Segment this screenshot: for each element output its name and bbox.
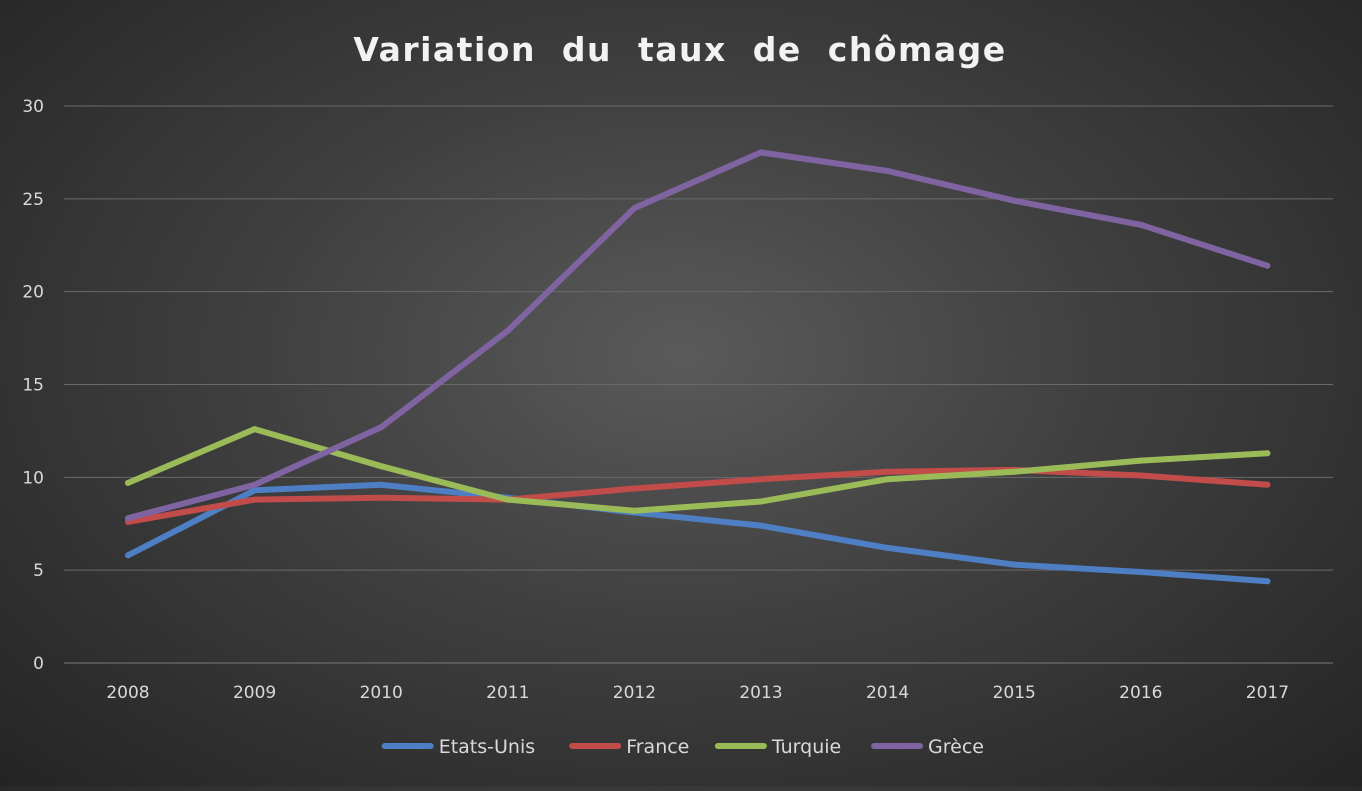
legend-item: Grèce [871, 736, 984, 758]
legend-item: France [569, 736, 689, 758]
data-point [1137, 457, 1144, 464]
x-tick-label: 2012 [613, 683, 656, 703]
data-point [631, 205, 638, 212]
x-tick-label: 2017 [1246, 683, 1289, 703]
data-point [631, 507, 638, 514]
data-point [378, 424, 385, 431]
data-point [1264, 578, 1271, 585]
data-point [1137, 221, 1144, 228]
series-line-3 [125, 426, 1271, 514]
legend-item: Etats-Unis [381, 736, 535, 758]
y-tick-label: 20 [22, 283, 44, 303]
data-point [1011, 197, 1018, 204]
series-line-1 [125, 481, 1271, 585]
chart-title: Variation du taux de chômage [353, 30, 1006, 69]
y-tick-label: 5 [33, 561, 44, 581]
data-point [125, 479, 131, 486]
y-axis-ticks: 0 5 10 15 20 25 30 [22, 97, 44, 674]
legend-label: Turquie [771, 736, 841, 758]
data-point [758, 522, 764, 529]
series-line-4 [125, 149, 1271, 522]
data-point [884, 468, 891, 475]
data-point [1264, 481, 1271, 488]
x-tick-label: 2009 [233, 683, 276, 703]
data-point [884, 168, 891, 174]
y-tick-label: 10 [22, 468, 44, 488]
data-point [504, 496, 511, 503]
data-point [758, 149, 764, 156]
x-tick-label: 2010 [360, 683, 403, 703]
data-point [1264, 262, 1271, 269]
legend-item: Turquie [714, 736, 841, 758]
data-point [251, 487, 258, 494]
data-point [125, 515, 131, 522]
x-tick-label: 2016 [1119, 683, 1162, 703]
series-lines [125, 149, 1271, 585]
data-point [1137, 472, 1144, 479]
legend-label: Etats-Unis [439, 736, 535, 758]
data-point [758, 476, 764, 483]
data-point [884, 544, 891, 551]
data-point [504, 327, 511, 334]
series-line-2 [125, 466, 1271, 525]
legend-label: France [626, 736, 689, 758]
legend: Etats-Unis France Turquie Grèce [381, 736, 984, 758]
data-point [631, 485, 638, 492]
x-tick-label: 2015 [993, 683, 1036, 703]
data-point [125, 552, 131, 559]
data-point [1137, 569, 1144, 575]
y-tick-label: 15 [22, 376, 44, 396]
y-tick-label: 0 [33, 654, 44, 674]
data-point [758, 498, 764, 505]
data-point [251, 481, 258, 488]
legend-label: Grèce [928, 736, 984, 758]
x-tick-label: 2011 [486, 683, 529, 703]
data-point [1011, 561, 1018, 568]
x-tick-label: 2013 [739, 683, 782, 703]
y-tick-label: 30 [22, 97, 44, 117]
data-point [251, 496, 258, 503]
data-point [378, 463, 385, 470]
data-point [1264, 450, 1271, 457]
data-point [1011, 468, 1018, 475]
gridlines [64, 105, 1333, 664]
data-point [378, 494, 385, 501]
x-axis-ticks: 2008 2009 2010 2011 2012 2013 2014 2015 2016 2017 [106, 683, 1289, 703]
data-point [884, 476, 891, 483]
x-tick-label: 2014 [866, 683, 909, 703]
x-tick-label: 2008 [106, 683, 149, 703]
data-point [378, 481, 385, 488]
data-point [251, 426, 258, 433]
y-tick-label: 25 [22, 190, 44, 210]
